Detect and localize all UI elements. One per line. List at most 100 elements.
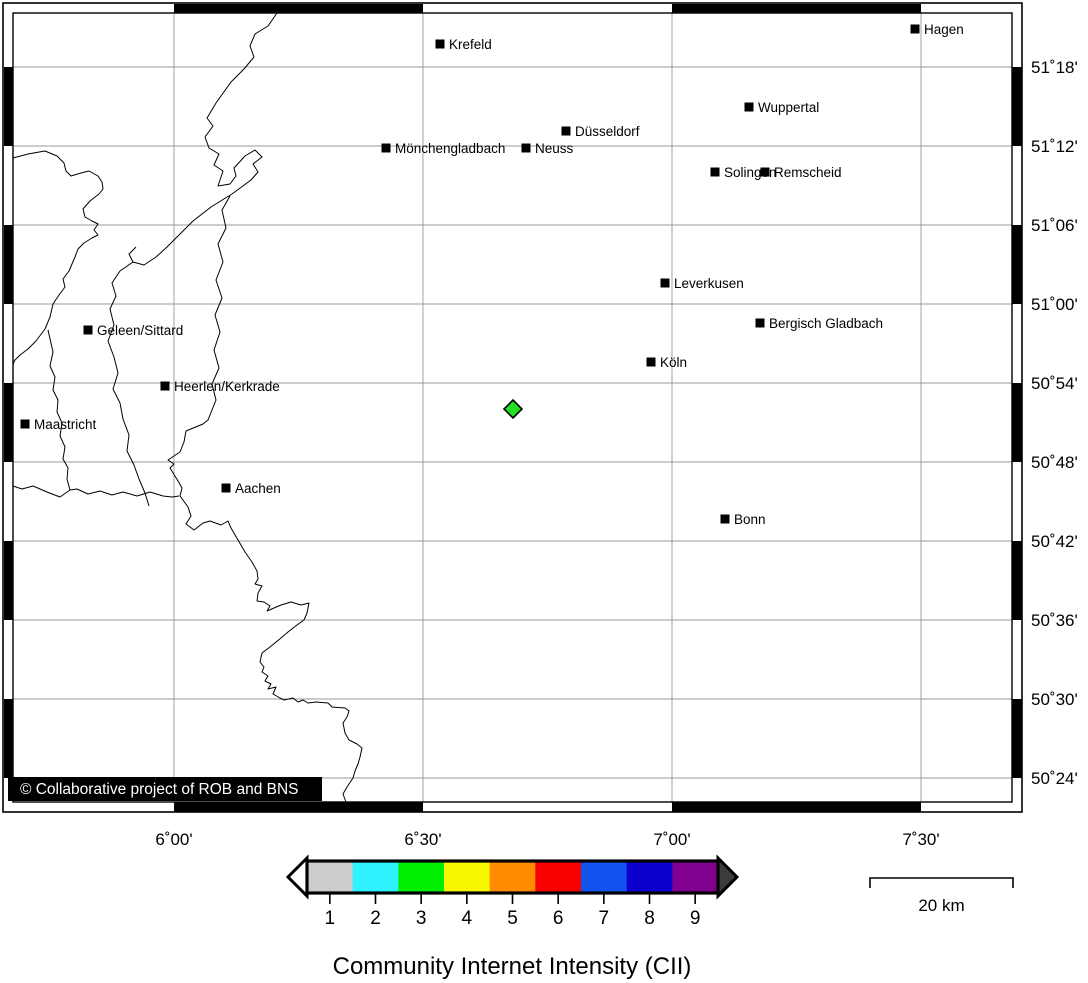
city-marker-group: Geleen/Sittard [83,323,183,338]
city-label: Remscheid [774,165,842,180]
latitude-label: 50˚30' [1031,690,1078,709]
city-label: Neuss [535,141,574,156]
colorbar-segment [672,861,719,893]
city-square-icon [221,483,231,493]
border-path-maas [12,150,104,365]
city-square-icon [744,102,754,112]
border-path-south-nl-be [12,485,180,498]
colorbar-ticks [329,893,696,904]
border-path-nl-de-north [128,12,278,266]
city-label: Heerlen/Kerkrade [174,379,280,394]
colorbar-segment [535,861,582,893]
city-label: Wuppertal [758,100,819,115]
colorbar-segment [489,861,536,893]
frame-outer-rect [2,2,1023,813]
city-markers: Krefeld Hagen Wuppertal Düsseldorf Mönchengl… [20,22,964,527]
city-label: Krefeld [449,37,492,52]
frame-band-right [1012,67,1022,146]
city-marker-group: Köln [646,355,687,370]
city-square-icon [910,24,920,34]
city-square-icon [521,143,531,153]
colorbar-left-arrow [285,854,309,900]
city-square-icon [435,39,445,49]
colorbar-number: 2 [370,908,381,929]
colorbar-number: 5 [507,908,518,929]
city-marker-group: Bergisch Gladbach [755,316,883,331]
city-marker-group: Krefeld [435,37,492,52]
city-marker-group: Heerlen/Kerkrade [160,379,280,394]
city-square-icon [660,278,670,288]
frame-band-left [4,67,13,146]
colorbar-number: 3 [416,908,427,929]
frame-band-left [4,225,13,304]
city-label: Mönchengladbach [395,141,505,156]
city-label: Hagen [924,22,964,37]
colorbar-number: 8 [644,908,655,929]
city-marker-group: Maastricht [20,417,97,432]
frame-band-right [1012,383,1022,462]
frame-band-right [1012,541,1022,620]
scalebar-label: 20 km [918,896,964,915]
colorbar: 1 2 3 4 5 6 7 8 9 Community Internet Intensity (… [285,854,740,980]
colorbar-number: 7 [599,908,610,929]
latitude-axis-labels: 51˚18' 51˚12' 51˚06' 51˚00' 50˚54' 50˚48' 50˚4… [1031,58,1078,788]
city-marker-group: Mönchengladbach [381,141,505,156]
city-square-icon [720,514,730,524]
colorbar-segment [307,861,354,893]
city-square-icon [755,318,765,328]
border-path-middle-south [107,261,150,507]
colorbar-number: 9 [690,908,701,929]
city-label: Köln [660,355,687,370]
city-square-icon [160,381,170,391]
colorbar-segment [581,861,628,893]
city-label: Bergisch Gladbach [769,316,883,331]
frame-band-segments [4,4,1022,812]
city-marker-group: Neuss [521,141,574,156]
city-label: Geleen/Sittard [97,323,183,338]
city-label: Düsseldorf [575,124,640,139]
frame-band-bottom [174,802,423,812]
colorbar-number: 4 [462,908,473,929]
scalebar: 20 km [869,877,1014,915]
frame-band-left [4,699,13,778]
latitude-label: 51˚18' [1031,58,1078,77]
frame-band-left [4,541,13,620]
city-marker-group: Bonn [720,512,766,527]
longitude-label: 7˚30' [902,830,939,849]
city-square-icon [760,167,770,177]
frame-inner-rect [12,12,1013,803]
city-square-icon [20,419,30,429]
city-square-icon [646,357,656,367]
city-marker-group: Hagen [910,22,964,37]
city-square-icon [381,143,391,153]
border-path-maastricht-corridor [47,329,71,491]
city-label: Leverkusen [674,276,744,291]
city-square-icon [83,325,93,335]
border-path-nl-de-east-be-de [167,195,363,803]
colorbar-segment [398,861,445,893]
colorbar-segment [352,861,399,893]
copyright-background [8,777,322,801]
epicenter-marker [502,398,524,420]
colorbar-numbers: 1 2 3 4 5 6 7 8 9 [325,908,701,929]
latitude-label: 50˚42' [1031,532,1078,551]
latitude-label: 50˚24' [1031,769,1078,788]
colorbar-title: Community Internet Intensity (CII) [333,953,692,980]
colorbar-number: 6 [553,908,564,929]
city-marker-group: Leverkusen [660,276,744,291]
longitude-axis-labels: 6˚00' 6˚30' 7˚00' 7˚30' [155,830,939,849]
latitude-label: 50˚36' [1031,611,1078,630]
city-square-icon [710,167,720,177]
frame-band-top [672,4,921,13]
colorbar-right-arrow [716,854,740,900]
frame-band-right [1012,699,1022,778]
frame-band-right [1012,225,1022,304]
city-square-icon [561,126,571,136]
epicenter-diamond-icon [502,398,524,420]
colorbar-number: 1 [325,908,336,929]
city-label: Aachen [235,481,281,496]
frame-band-bottom [672,802,921,812]
longitude-label: 6˚00' [155,830,192,849]
